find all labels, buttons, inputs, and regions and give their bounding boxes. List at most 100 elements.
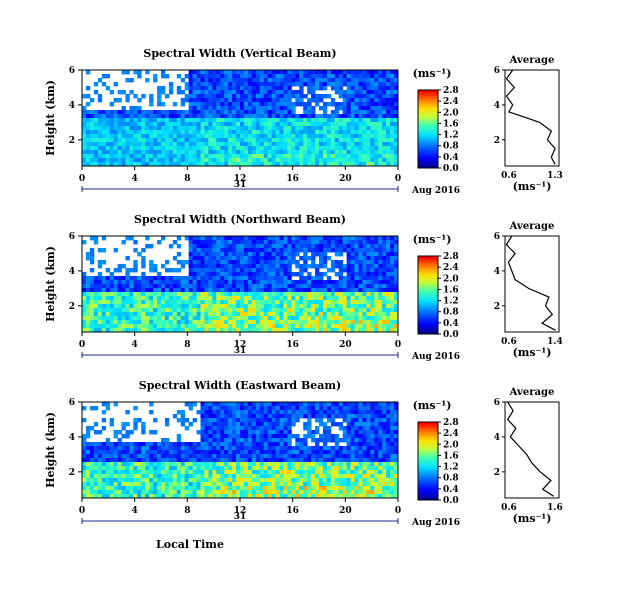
heatmap-cell <box>133 466 138 471</box>
heatmap-cell <box>157 114 162 119</box>
heatmap-cell <box>251 248 257 253</box>
heatmap-cell <box>243 122 249 127</box>
heatmap-cell <box>228 236 233 241</box>
heatmap-cell <box>366 264 371 269</box>
heatmap-cell <box>259 462 265 467</box>
heatmap-cell <box>109 90 114 95</box>
heatmap-cell <box>394 154 399 159</box>
heatmap-cell <box>113 450 118 455</box>
heatmap-cell <box>105 162 111 167</box>
heatmap-cell <box>153 74 158 79</box>
heatmap-cell <box>224 458 229 463</box>
heatmap-cell <box>243 244 249 249</box>
heatmap-cell <box>176 494 182 499</box>
heatmap-cell <box>322 150 328 155</box>
heatmap-cell <box>311 446 316 451</box>
heatmap-cell <box>350 312 355 317</box>
heatmap-cell <box>228 466 233 471</box>
heatmap-cell <box>101 410 107 415</box>
colorbar-segment <box>418 162 438 165</box>
heatmap-cell <box>113 122 118 127</box>
heatmap-cell <box>275 260 280 265</box>
heatmap-cell <box>208 482 213 487</box>
heatmap-cell <box>322 454 328 459</box>
heatmap-cell <box>247 308 253 313</box>
heatmap-cell <box>113 284 118 289</box>
heatmap-cell <box>295 264 300 269</box>
heatmap-cell <box>251 94 257 99</box>
heatmap-cell <box>188 454 193 459</box>
heatmap-cell <box>240 74 245 79</box>
heatmap-cell <box>93 82 99 87</box>
heatmap-cell <box>330 454 336 459</box>
heatmap-cell <box>129 110 134 115</box>
heatmap-cell <box>303 288 308 293</box>
heatmap-cell <box>271 328 276 333</box>
heatmap-cell <box>259 102 265 107</box>
heatmap-cell <box>208 150 213 155</box>
heatmap-cell <box>141 154 146 159</box>
x-tick-label: 12 <box>234 340 247 350</box>
heatmap-cell <box>311 280 316 285</box>
colorbar-frame <box>417 255 439 335</box>
heatmap-cell <box>315 98 320 103</box>
heatmap-cell <box>394 150 399 155</box>
heatmap-cell <box>153 126 158 131</box>
heatmap-cell <box>311 90 316 95</box>
heatmap-cell <box>271 462 276 467</box>
heatmap-cell <box>295 308 300 313</box>
heatmap-cell <box>342 118 348 123</box>
heatmap-cell <box>247 146 253 151</box>
heatmap-cell <box>188 82 193 87</box>
heatmap-cell <box>263 162 269 167</box>
heatmap-cell <box>386 138 391 143</box>
heatmap-cell <box>85 134 91 139</box>
heatmap-cell <box>164 280 170 285</box>
heatmap-cell <box>247 450 253 455</box>
heatmap-cell <box>228 438 233 443</box>
heatmap-cell <box>82 280 87 285</box>
heatmap-cell <box>89 478 95 483</box>
heatmap-cell <box>279 70 284 75</box>
heatmap-cell <box>330 150 336 155</box>
heatmap-cell <box>157 312 162 317</box>
heatmap-cell <box>243 466 249 471</box>
heatmap-cell <box>394 82 399 87</box>
heatmap-cell <box>228 482 233 487</box>
heatmap-cell <box>291 256 296 261</box>
heatmap-cell <box>287 118 292 123</box>
heatmap-cell <box>89 284 95 289</box>
heatmap-cell <box>117 162 122 167</box>
heatmap-cell <box>105 122 111 127</box>
heatmap-cell <box>125 142 130 147</box>
heatmap-cell <box>196 474 201 479</box>
heatmap-cell <box>121 470 126 475</box>
heatmap-cell <box>362 134 367 139</box>
heatmap-cell <box>322 70 328 75</box>
heatmap-cell <box>220 324 225 329</box>
heatmap-cell <box>121 478 126 483</box>
heatmap-cell <box>346 284 351 289</box>
heatmap-cell <box>109 118 114 123</box>
heatmap-cell <box>137 142 142 147</box>
heatmap-cell <box>145 244 150 249</box>
heatmap-cell <box>279 130 284 135</box>
heatmap-cell <box>263 426 269 431</box>
heatmap-cell <box>303 248 308 253</box>
heatmap-cell <box>283 82 288 87</box>
heatmap-cell <box>346 130 351 135</box>
heatmap-cell <box>101 450 107 455</box>
heatmap-cell <box>394 74 399 79</box>
heatmap-cell <box>291 236 296 241</box>
heatmap-cell <box>350 296 355 301</box>
heatmap-cell <box>82 118 87 123</box>
heatmap-cell <box>180 304 186 309</box>
average-y-tick-label: 2 <box>494 302 500 312</box>
heatmap-cell <box>283 494 288 499</box>
heatmap-cell <box>89 442 95 447</box>
heatmap-cell <box>346 150 351 155</box>
heatmap-cell <box>378 264 383 269</box>
heatmap-cell <box>287 74 292 79</box>
heatmap-cell <box>322 118 328 123</box>
heatmap-cell <box>267 162 272 167</box>
